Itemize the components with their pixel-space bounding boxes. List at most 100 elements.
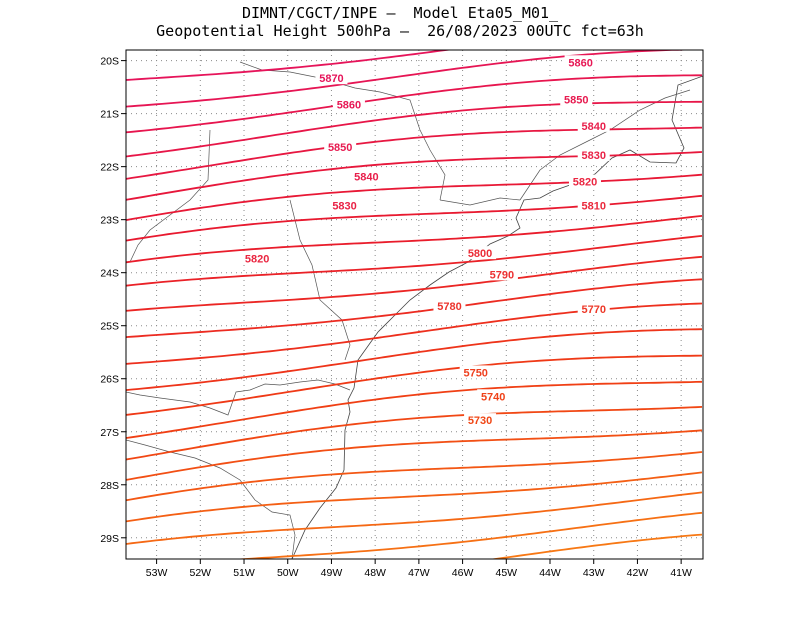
- x-tick-label: 47W: [408, 567, 430, 579]
- contour-label: 5830: [332, 200, 356, 212]
- contour-line: [126, 100, 702, 158]
- contour-label: 5840: [354, 171, 378, 183]
- contour-label-bg: [485, 267, 518, 281]
- x-tick-label: 46W: [452, 567, 474, 579]
- graticule-grid: [126, 50, 703, 559]
- contour-label: 5820: [245, 253, 269, 265]
- contour-line: [126, 50, 454, 81]
- contour-label: 5870: [319, 73, 343, 85]
- state-border: [126, 379, 351, 416]
- x-tick-label: 42W: [627, 567, 649, 579]
- contour-label-bg: [564, 55, 597, 69]
- contour-label-bg: [464, 413, 497, 427]
- x-tick-label: 49W: [321, 567, 343, 579]
- contour-line: [126, 50, 703, 108]
- contour-line: [126, 429, 703, 481]
- contour-label: 5810: [581, 200, 605, 212]
- contour-label: 5740: [481, 391, 505, 403]
- contour-label: 5750: [463, 367, 487, 379]
- contour-label: 5850: [328, 142, 352, 154]
- contour-label: 5860: [568, 57, 592, 69]
- state-border: [126, 439, 296, 559]
- state-border: [519, 89, 691, 201]
- state-border: [289, 199, 351, 361]
- contour-label-bg: [459, 365, 492, 379]
- contour-label-bg: [568, 174, 601, 188]
- contour-label: 5770: [581, 304, 605, 316]
- contour-line: [126, 173, 703, 221]
- contour-line: [126, 255, 703, 312]
- longitude-axis: 53W 52W 51W 50W 49W 48W 47W 46W 45W 44W 43W 42W 41W: [146, 559, 692, 579]
- contour-line: [126, 278, 703, 338]
- contour-label-bg: [477, 389, 510, 403]
- y-tick-label: 23S: [100, 215, 119, 227]
- contour-line: [126, 451, 703, 502]
- contour-label: 5830: [581, 150, 605, 162]
- latitude-axis: 20S 21S 22S 23S 24S 25S 26S 27S 28S 29S: [100, 56, 126, 545]
- contour-label: 5800: [468, 248, 492, 260]
- contour-labels: 5870 5860 5850 5840 5830 5820 5860 5850 5840 5830…: [241, 55, 610, 427]
- x-tick-label: 41W: [670, 567, 692, 579]
- state-border: [439, 197, 521, 206]
- state-border: [239, 61, 446, 201]
- title-line-2: Geopotential Height 500hPa – 26/08/2023 …: [156, 22, 644, 40]
- contour-line: [126, 194, 703, 242]
- contour-label: 5820: [573, 177, 597, 189]
- y-tick-label: 20S: [100, 56, 119, 68]
- contour-label: 5850: [564, 94, 588, 106]
- contour-line: [126, 380, 703, 439]
- x-tick-label: 53W: [146, 567, 168, 579]
- contour-label: 5790: [490, 269, 514, 281]
- contour-line: [126, 235, 703, 287]
- contour-line: [126, 491, 703, 545]
- contour-line: [230, 511, 703, 559]
- y-tick-label: 28S: [100, 480, 119, 492]
- y-tick-label: 29S: [100, 533, 119, 545]
- contour-lines: [126, 50, 703, 559]
- contour-label: 5780: [437, 301, 461, 313]
- x-tick-label: 43W: [583, 567, 605, 579]
- contour-line: [126, 74, 702, 134]
- contour-label-bg: [577, 301, 610, 315]
- y-tick-label: 27S: [100, 427, 119, 439]
- contour-line: [126, 328, 703, 391]
- contour-label-bg: [577, 118, 610, 132]
- contour-line: [126, 151, 703, 201]
- contour-label-bg: [577, 198, 610, 212]
- y-tick-label: 24S: [100, 268, 119, 280]
- contour-label: 5730: [468, 415, 492, 427]
- y-tick-label: 25S: [100, 321, 119, 333]
- contour-line: [126, 406, 703, 461]
- contour-label: 5840: [581, 121, 605, 133]
- contour-label-bg: [433, 299, 466, 313]
- contour-line: [126, 215, 703, 264]
- contour-label: 5860: [337, 100, 361, 112]
- contour-line: [488, 533, 703, 559]
- contour-label-bg: [350, 169, 383, 183]
- x-tick-label: 44W: [539, 567, 561, 579]
- contour-label-bg: [560, 92, 593, 106]
- map-frame: [125, 49, 704, 560]
- map-title: DIMNT/CGCT/INPE – Model Eta05_M01_ Geopo…: [0, 4, 800, 40]
- contour-label-bg: [332, 97, 365, 111]
- y-tick-label: 26S: [100, 374, 119, 386]
- contour-label-bg: [241, 251, 274, 265]
- contour-label-bg: [315, 71, 348, 85]
- title-line-1: DIMNT/CGCT/INPE – Model Eta05_M01_: [241, 4, 559, 22]
- x-tick-label: 48W: [364, 567, 386, 579]
- contour-label-bg: [577, 148, 610, 162]
- x-tick-label: 45W: [495, 567, 517, 579]
- contour-label-bg: [464, 246, 497, 260]
- x-tick-label: 52W: [190, 567, 212, 579]
- contour-line: [126, 354, 703, 416]
- x-tick-label: 50W: [277, 567, 299, 579]
- y-tick-label: 21S: [100, 109, 119, 121]
- state-border: [129, 129, 211, 263]
- contour-line: [126, 471, 703, 523]
- y-tick-label: 22S: [100, 162, 119, 174]
- contour-label-bg: [324, 140, 357, 154]
- x-tick-label: 51W: [233, 567, 255, 579]
- contour-label-bg: [328, 198, 361, 212]
- contour-line: [126, 126, 703, 180]
